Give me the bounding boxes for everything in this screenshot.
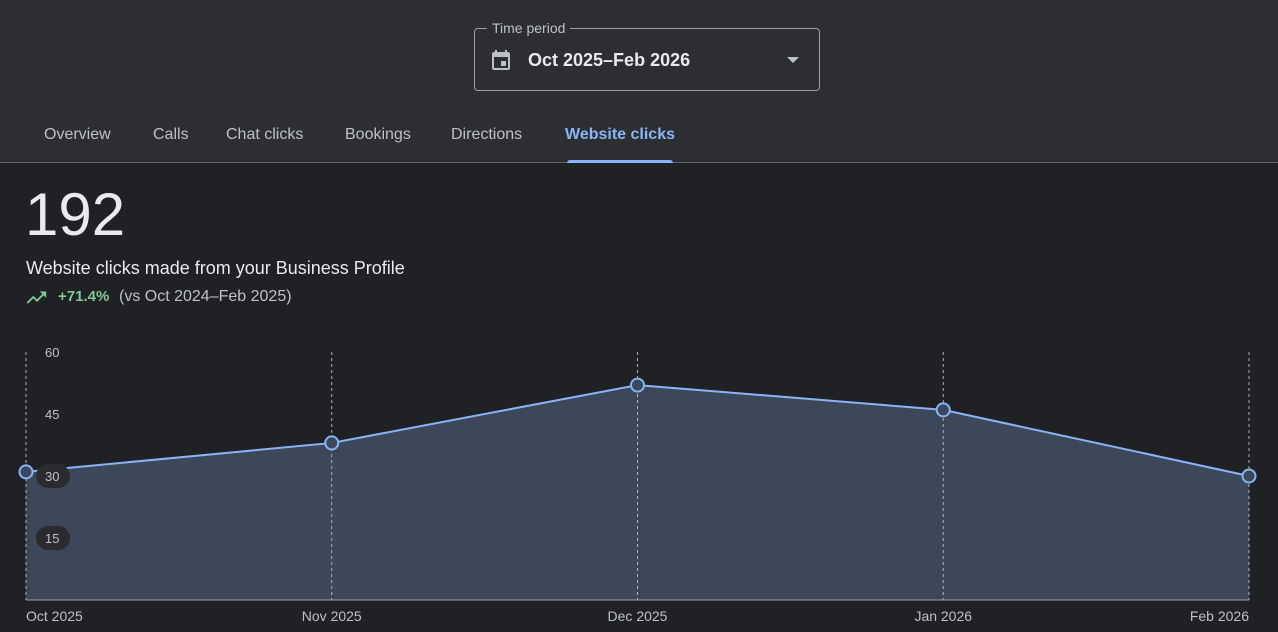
x-tick-label: Jan 2026 xyxy=(914,608,972,624)
y-tick-label: 15 xyxy=(45,531,59,546)
chart-data-point xyxy=(935,402,951,418)
tab-bar: Overview Calls Chat clicks Bookings Dire… xyxy=(0,116,1278,163)
website-clicks-chart: 15 30 45 60 Oct 2025 Nov 2025 Dec 2025 Jan 2026… xyxy=(18,345,1257,624)
tab-label: Bookings xyxy=(345,126,411,143)
metric-total: 192 xyxy=(25,181,126,248)
tab-label: Directions xyxy=(451,126,523,143)
time-period-value: Oct 2025–Feb 2026 xyxy=(528,50,691,70)
chart-data-point xyxy=(630,377,645,393)
chart-data-point xyxy=(1241,468,1257,484)
chart-data-point xyxy=(324,435,340,451)
time-period-label: Time period xyxy=(487,20,571,36)
x-tick-label: Oct 2025 xyxy=(26,608,83,624)
tab-label: Calls xyxy=(153,126,189,143)
y-tick-chip xyxy=(36,464,70,488)
y-tick-label: 30 xyxy=(45,469,59,484)
tab-label: Website clicks xyxy=(565,126,675,143)
x-tick-label: Nov 2025 xyxy=(302,608,362,624)
calendar-icon xyxy=(492,50,510,70)
y-tick-label: 45 xyxy=(45,407,59,422)
y-tick-chip xyxy=(36,526,70,550)
x-tick-label: Feb 2026 xyxy=(1190,608,1249,624)
chart-data-point xyxy=(18,464,34,480)
tab-website-clicks[interactable]: Website clicks xyxy=(565,116,675,163)
tab-label: Chat clicks xyxy=(226,126,304,143)
tab-overview[interactable]: Overview xyxy=(44,116,111,163)
y-tick-label: 60 xyxy=(45,345,59,360)
trend-change: +71.4% xyxy=(58,288,110,305)
x-tick-label: Dec 2025 xyxy=(608,608,668,624)
metric-description: Website clicks made from your Business P… xyxy=(26,258,405,278)
tab-chat-clicks[interactable]: Chat clicks xyxy=(226,116,303,163)
tab-bookings[interactable]: Bookings xyxy=(345,116,411,163)
top-bar: Time period Oct 2025–Feb 2026 Overview C… xyxy=(0,0,1278,163)
trending-up-icon xyxy=(26,291,47,304)
trend-comparison: (vs Oct 2024–Feb 2025) xyxy=(119,288,292,305)
time-period-dropdown[interactable]: Time period Oct 2025–Feb 2026 xyxy=(474,20,820,91)
dropdown-arrow-icon[interactable] xyxy=(786,55,800,65)
active-tab-indicator xyxy=(567,160,673,163)
tab-calls[interactable]: Calls xyxy=(153,116,189,163)
tab-label: Overview xyxy=(44,126,111,143)
tab-directions[interactable]: Directions xyxy=(451,116,522,163)
